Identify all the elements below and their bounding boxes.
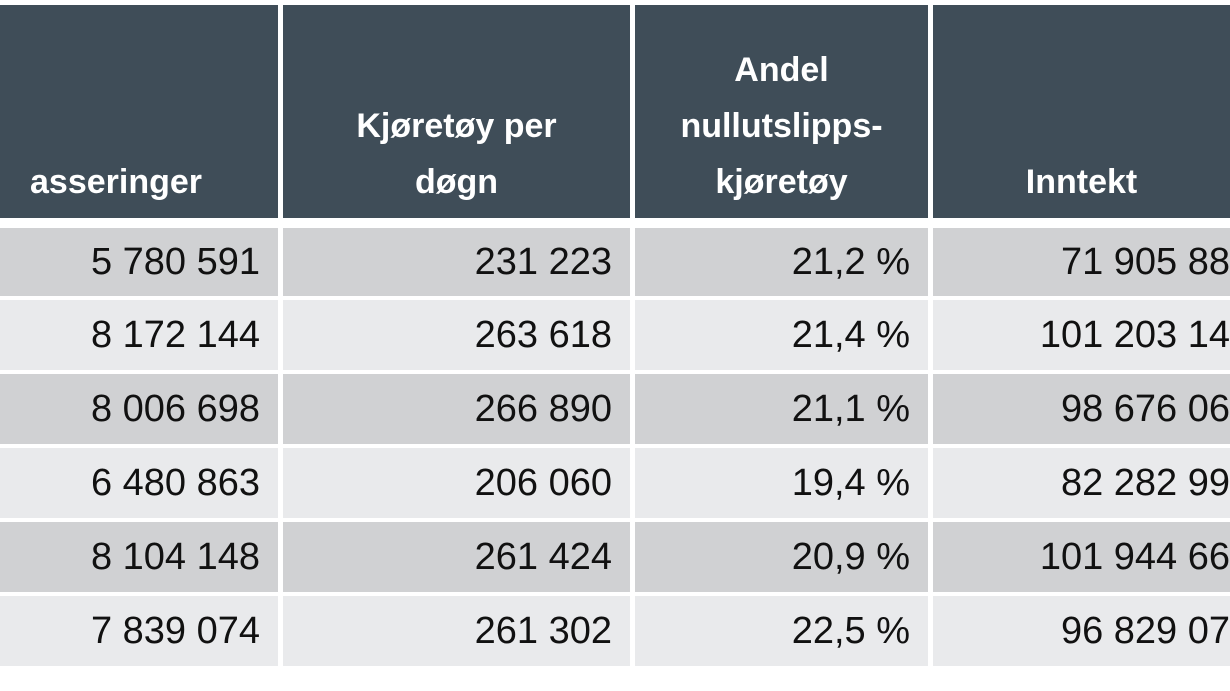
table-cell: 101 203 14: [933, 300, 1230, 370]
header-text: døgn: [414, 163, 499, 201]
table-cell: 6 480 863: [0, 448, 278, 518]
table-cell: 261 424: [283, 522, 630, 592]
header-text: Kjøretøy per: [356, 107, 557, 145]
table-cell: 19,4 %: [635, 448, 928, 518]
table-cell: 96 829 07: [933, 596, 1230, 666]
header-cell: asseringer: [0, 5, 278, 218]
table-cell: 21,4 %: [635, 300, 928, 370]
header-text: asseringer: [30, 163, 202, 201]
table-cell: 20,9 %: [635, 522, 928, 592]
table-cell: 98 676 06: [933, 374, 1230, 444]
table-cell: 8 006 698: [0, 374, 278, 444]
table-cell: 71 905 88: [933, 228, 1230, 296]
header-text: nullutslipps-: [680, 107, 883, 145]
table-cell: 8 172 144: [0, 300, 278, 370]
header-text: Andel: [734, 51, 829, 89]
table-cell: 263 618: [283, 300, 630, 370]
table-cell: 22,5 %: [635, 596, 928, 666]
table-cell: 21,2 %: [635, 228, 928, 296]
header-cell: Andel nullutslipps-kjøretøy: [635, 5, 928, 218]
table-cell: 7 839 074: [0, 596, 278, 666]
header-cell: Kjøretøy per døgn: [283, 5, 630, 218]
table-cell: 101 944 66: [933, 522, 1230, 592]
table-cell: 231 223: [283, 228, 630, 296]
table-cell: 5 780 591: [0, 228, 278, 296]
table-cell: 206 060: [283, 448, 630, 518]
header-cell: Inntekt: [933, 5, 1230, 218]
header-text: Inntekt: [1025, 163, 1138, 201]
table-cell: 21,1 %: [635, 374, 928, 444]
table-cell: 82 282 99: [933, 448, 1230, 518]
table-cell: 266 890: [283, 374, 630, 444]
table-cell: 261 302: [283, 596, 630, 666]
table-cell: 8 104 148: [0, 522, 278, 592]
header-text: kjøretøy: [715, 163, 848, 201]
